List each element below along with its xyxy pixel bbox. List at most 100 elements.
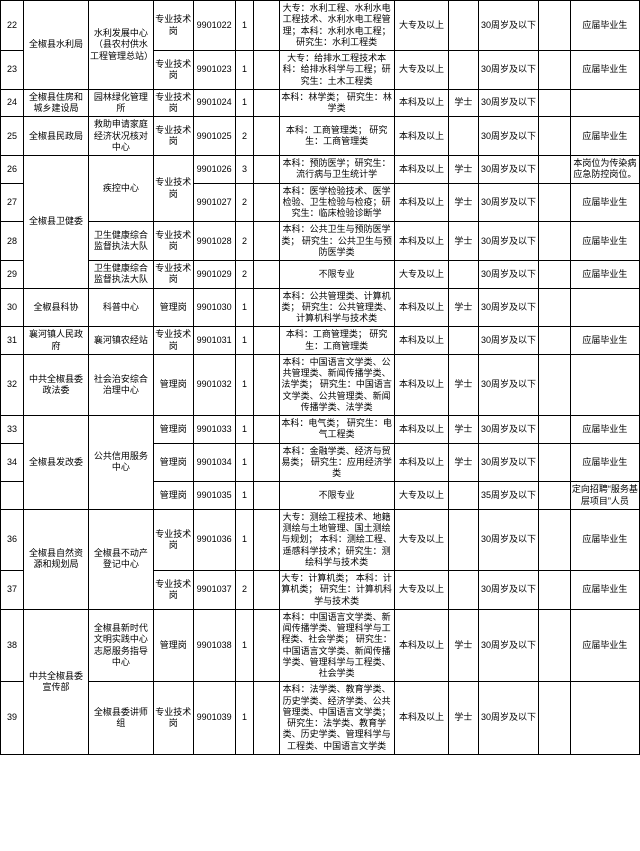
post-code: 9901038	[193, 609, 235, 682]
education: 本科及以上	[394, 682, 448, 755]
governing-unit: 襄河镇人民政府	[24, 327, 89, 355]
remark	[570, 682, 639, 755]
post-code: 9901027	[193, 183, 235, 222]
table-row: 29卫生健康综合监督执法大队专业技术岗99010292不限专业大专及以上30周岁…	[1, 261, 640, 289]
blank-col	[254, 609, 279, 682]
degree: 学士	[449, 416, 478, 444]
major-requirement: 本科：公共卫生与预防医学类； 研究生：公共卫生与预防医学类	[279, 222, 394, 261]
blank-col	[254, 509, 279, 570]
headcount: 1	[235, 682, 254, 755]
age-limit: 30周岁及以下	[478, 609, 539, 682]
employer-unit: 卫生健康综合监督执法大队	[88, 261, 153, 289]
post-code: 9901023	[193, 51, 235, 90]
row-number: 32	[1, 354, 24, 415]
post-code: 9901026	[193, 156, 235, 184]
blank-col-2	[539, 443, 570, 482]
table-row: 25全椒县民政局救助申请家庭经济状况核对中心专业技术岗99010252本科：工商…	[1, 117, 640, 156]
degree	[449, 509, 478, 570]
remark: 应届毕业生	[570, 443, 639, 482]
headcount: 2	[235, 261, 254, 289]
post-code: 9901031	[193, 327, 235, 355]
age-limit: 30周岁及以下	[478, 509, 539, 570]
employer-unit: 疾控中心	[88, 156, 153, 222]
blank-col	[254, 443, 279, 482]
post-type: 专业技术岗	[153, 682, 193, 755]
post-type: 管理岗	[153, 443, 193, 482]
blank-col	[254, 1, 279, 51]
row-number: 31	[1, 327, 24, 355]
row-number: 23	[1, 51, 24, 90]
post-type: 专业技术岗	[153, 1, 193, 51]
blank-col-2	[539, 183, 570, 222]
education: 大专及以上	[394, 509, 448, 570]
row-number: 36	[1, 509, 24, 570]
headcount: 1	[235, 443, 254, 482]
major-requirement: 本科：公共管理类、计算机类； 研究生：公共管理类、计算机科学与技术类	[279, 288, 394, 327]
governing-unit: 全椒县水利局	[24, 1, 89, 90]
remark	[570, 354, 639, 415]
headcount: 2	[235, 571, 254, 610]
table-row: 38中共全椒县委宣传部全椒县新时代文明实践中心志愿服务指导中心管理岗990103…	[1, 609, 640, 682]
post-type: 管理岗	[153, 416, 193, 444]
row-number: 28	[1, 222, 24, 261]
employer-unit: 社会治安综合治理中心	[88, 354, 153, 415]
degree: 学士	[449, 183, 478, 222]
education: 本科及以上	[394, 443, 448, 482]
remark: 应届毕业生	[570, 117, 639, 156]
major-requirement: 本科：中国语言文学类、新闻传播学类、管理科学与工程类、社会学类； 研究生：中国语…	[279, 609, 394, 682]
major-requirement: 本科：工商管理类； 研究生：工商管理类	[279, 117, 394, 156]
row-number: 34	[1, 443, 24, 482]
blank-col	[254, 222, 279, 261]
post-type: 管理岗	[153, 288, 193, 327]
age-limit: 30周岁及以下	[478, 261, 539, 289]
blank-col-2	[539, 682, 570, 755]
governing-unit: 全椒县发改委	[24, 416, 89, 510]
major-requirement: 本科：中国语言文学类、公共管理类、新闻传播学类、法学类； 研究生：中国语言文学类…	[279, 354, 394, 415]
table-row: 31襄河镇人民政府襄河镇农经站专业技术岗99010311本科：工商管理类； 研究…	[1, 327, 640, 355]
governing-unit: 全椒县卫健委	[24, 156, 89, 289]
degree	[449, 261, 478, 289]
remark: 应届毕业生	[570, 261, 639, 289]
blank-col-2	[539, 1, 570, 51]
age-limit: 30周岁及以下	[478, 327, 539, 355]
degree: 学士	[449, 156, 478, 184]
blank-col	[254, 288, 279, 327]
degree: 学士	[449, 682, 478, 755]
post-code: 9901022	[193, 1, 235, 51]
age-limit: 30周岁及以下	[478, 354, 539, 415]
table-row: 30全椒县科协科普中心管理岗99010301本科：公共管理类、计算机类； 研究生…	[1, 288, 640, 327]
blank-col-2	[539, 354, 570, 415]
major-requirement: 本科：电气类； 研究生：电气工程类	[279, 416, 394, 444]
remark	[570, 288, 639, 327]
remark: 应届毕业生	[570, 509, 639, 570]
row-number: 29	[1, 261, 24, 289]
blank-col	[254, 354, 279, 415]
post-code: 9901036	[193, 509, 235, 570]
post-type: 专业技术岗	[153, 51, 193, 90]
degree	[449, 571, 478, 610]
post-type: 专业技术岗	[153, 156, 193, 222]
blank-col	[254, 117, 279, 156]
employer-unit: 全椒县不动产登记中心	[88, 509, 153, 609]
blank-col	[254, 156, 279, 184]
headcount: 1	[235, 288, 254, 327]
governing-unit: 中共全椒县委政法委	[24, 354, 89, 415]
blank-col-2	[539, 261, 570, 289]
employer-unit: 全椒县新时代文明实践中心志愿服务指导中心	[88, 609, 153, 682]
employer-unit: 襄河镇农经站	[88, 327, 153, 355]
headcount: 2	[235, 222, 254, 261]
post-type: 管理岗	[153, 354, 193, 415]
post-type: 专业技术岗	[153, 261, 193, 289]
blank-col	[254, 327, 279, 355]
blank-col	[254, 51, 279, 90]
employer-unit: 科普中心	[88, 288, 153, 327]
education: 大专及以上	[394, 261, 448, 289]
governing-unit: 全椒县住房和城乡建设局	[24, 89, 89, 117]
degree: 学士	[449, 89, 478, 117]
blank-col	[254, 482, 279, 510]
blank-col-2	[539, 51, 570, 90]
blank-col-2	[539, 416, 570, 444]
blank-col-2	[539, 222, 570, 261]
headcount: 1	[235, 89, 254, 117]
blank-col	[254, 89, 279, 117]
